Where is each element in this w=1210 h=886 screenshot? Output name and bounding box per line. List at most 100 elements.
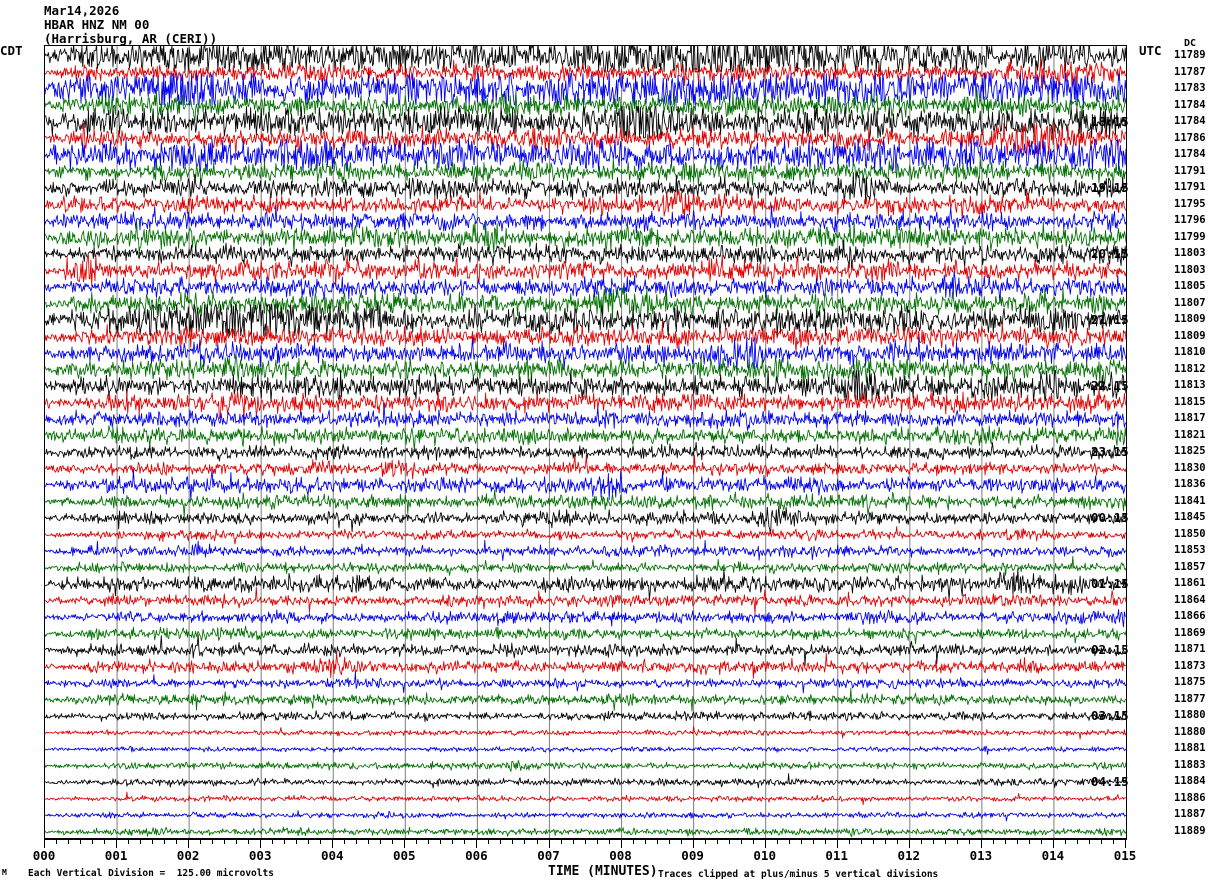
dc-value: 11809	[1174, 313, 1206, 326]
utc-hour-label: 21:15	[1091, 312, 1129, 328]
x-tick	[1089, 839, 1090, 844]
x-tick-label: 002	[176, 848, 200, 863]
x-tick	[932, 839, 934, 844]
utc-hour-label: 01:15	[1091, 576, 1129, 592]
trace-layer	[45, 46, 1126, 838]
x-tick	[440, 839, 442, 844]
x-tick	[788, 839, 790, 844]
dc-value: 11853	[1174, 544, 1206, 557]
x-tick	[320, 839, 322, 844]
x-tick	[176, 839, 178, 844]
utc-hour-label: 00:15	[1091, 510, 1129, 526]
dc-value: 11841	[1174, 494, 1206, 507]
plot-header: Mar14,2026 HBAR HNZ NM 00 (Harrisburg, A…	[44, 3, 218, 47]
x-tick	[212, 839, 214, 844]
x-tick	[608, 839, 610, 844]
header-station: HBAR HNZ NM 00	[44, 17, 150, 33]
x-tick-label: 006	[465, 848, 488, 863]
x-tick	[740, 839, 742, 844]
x-tick	[1052, 839, 1054, 848]
x-tick-label: 014	[1041, 848, 1065, 863]
header-location: (Harrisburg, AR (CERI))	[44, 31, 218, 47]
x-tick	[680, 839, 682, 844]
x-tick	[392, 839, 394, 844]
x-tick	[884, 839, 886, 844]
x-tick-label: 000	[32, 848, 56, 863]
x-tick	[716, 839, 718, 844]
x-tick	[1101, 839, 1102, 844]
x-tick	[284, 839, 286, 844]
x-tick	[512, 839, 514, 844]
dc-value: 11861	[1174, 577, 1206, 590]
timezone-label-utc: UTC	[1139, 43, 1162, 58]
dc-value: 11807	[1174, 296, 1206, 309]
x-tick	[1064, 839, 1066, 844]
x-tick	[800, 839, 802, 844]
utc-hour-label: 19:15	[1091, 180, 1129, 196]
x-tick	[728, 839, 730, 844]
x-tick	[128, 839, 130, 844]
clip-note: Traces clipped at plus/minus 5 vertical …	[658, 869, 939, 880]
x-tick	[956, 839, 958, 844]
dc-value: 11825	[1174, 445, 1206, 458]
dc-value: 11787	[1174, 65, 1206, 78]
dc-value: 11795	[1174, 197, 1206, 210]
dc-value: 11880	[1174, 709, 1206, 722]
dc-column-label: DC	[1184, 38, 1197, 49]
x-tick	[752, 839, 754, 844]
dc-value: 11873	[1174, 659, 1206, 672]
dc-value: 11784	[1174, 98, 1206, 111]
x-tick	[200, 839, 202, 844]
dc-value: 11786	[1174, 131, 1206, 144]
x-tick	[836, 839, 838, 848]
x-tick	[92, 839, 93, 844]
x-tick	[848, 839, 850, 844]
x-tick	[944, 839, 946, 844]
x-tick	[644, 839, 646, 844]
x-tick	[272, 839, 274, 844]
x-tick-label: 011	[825, 848, 848, 863]
x-tick	[428, 839, 430, 844]
dc-value: 11889	[1174, 824, 1206, 837]
dc-value: 11887	[1174, 808, 1206, 821]
x-tick	[248, 839, 250, 844]
x-tick	[308, 839, 310, 844]
utc-hour-label: 04:15	[1091, 774, 1129, 790]
seismogram-plot[interactable]	[44, 45, 1127, 839]
dc-value: 11875	[1174, 676, 1206, 689]
x-tick	[368, 839, 370, 844]
utc-hour-label: 22:15	[1091, 378, 1129, 394]
x-tick	[104, 839, 106, 844]
x-tick	[164, 839, 166, 844]
x-tick	[968, 839, 970, 844]
x-tick	[980, 839, 982, 848]
x-tick	[860, 839, 862, 844]
x-tick	[920, 839, 922, 844]
x-tick	[620, 839, 622, 848]
dc-value: 11836	[1174, 478, 1206, 491]
x-tick	[500, 839, 502, 844]
dc-value: 11813	[1174, 379, 1206, 392]
x-tick	[896, 839, 898, 844]
x-tick	[488, 839, 490, 844]
dc-value: 11796	[1174, 214, 1206, 227]
dc-value: 11799	[1174, 230, 1206, 243]
x-tick	[1113, 839, 1114, 844]
x-tick-label: 012	[897, 848, 921, 863]
dc-value: 11883	[1174, 758, 1206, 771]
dc-value: 11821	[1174, 428, 1206, 441]
x-tick	[632, 839, 634, 844]
x-tick-label: 001	[104, 848, 128, 863]
dc-value: 11815	[1174, 395, 1206, 408]
x-tick	[548, 839, 550, 848]
x-tick	[524, 839, 526, 844]
dc-value: 11877	[1174, 692, 1206, 705]
x-tick	[1004, 839, 1006, 844]
dc-value: 11866	[1174, 610, 1206, 623]
x-tick	[68, 839, 69, 844]
x-tick	[1016, 839, 1018, 844]
x-tick	[416, 839, 418, 844]
dc-value: 11817	[1174, 412, 1206, 425]
dc-value: 11880	[1174, 725, 1206, 738]
x-tick	[332, 839, 334, 848]
